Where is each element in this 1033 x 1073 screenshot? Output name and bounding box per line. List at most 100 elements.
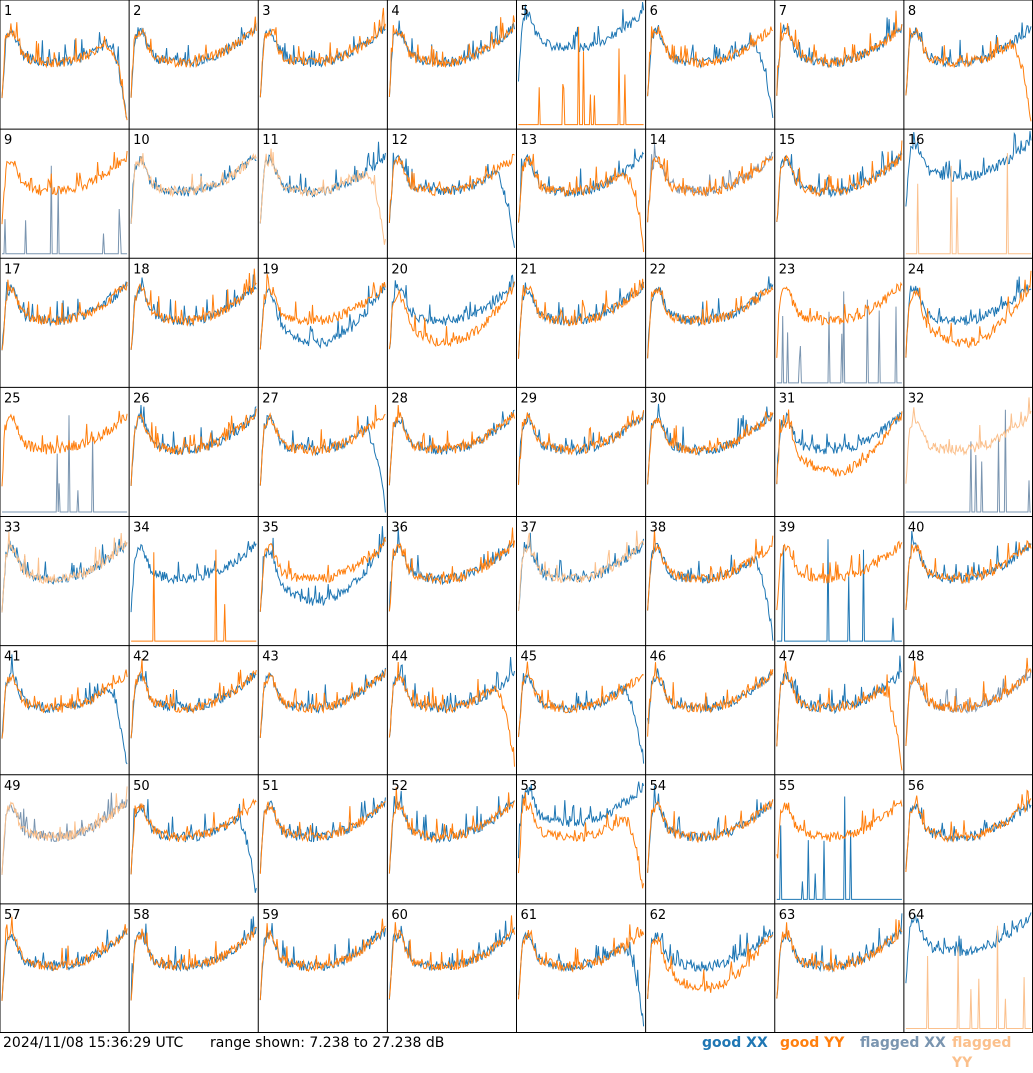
spectrum-line-yy [776,919,903,999]
spectrum-line-yy [259,148,386,245]
tile-number-label: 9 [4,133,12,148]
tile-number-label: 40 [908,521,925,536]
spectrum-line-xx [130,274,257,350]
spectrum-tile: 24 [905,262,1032,358]
spectrum-line-yy [905,270,1032,358]
spectrum-tile: 32 [905,391,1032,513]
spectrum-tile: 47 [776,650,903,771]
spectrum-line-yy [905,27,1032,122]
spectrum-line-yy [647,799,774,873]
tile-number-label: 38 [650,521,667,536]
spectrum-line-yy [130,926,257,1001]
spectrum-line-yy [905,539,1032,610]
spectrum-tile: 17 [1,262,128,351]
tile-number-label: 16 [908,133,925,148]
spectrum-line-yy [518,661,644,738]
spectrum-line-xx [130,671,257,739]
tile-number-label: 6 [650,4,658,19]
spectrum-tile: 11 [259,133,386,245]
spectrum-tile: 30 [647,391,774,485]
spectrum-line-yy [130,658,257,739]
spectrum-line-xx [776,291,902,384]
legend-flagged-xx: flagged XX [860,1035,946,1051]
spectrum-line-yy [130,16,257,98]
spectrum-tile: 59 [259,908,386,1001]
spectrum-line-xx [776,913,903,999]
spectrum-tile: 38 [647,521,774,641]
spectrum-line-xx [259,797,386,873]
spectrum-line-yy [776,409,903,485]
tile-number-label: 43 [262,650,279,665]
spectrum-line-xx [905,409,1031,513]
spectrum-line-xx [647,925,774,1000]
spectrum-tile: 28 [388,391,515,486]
tile-number-label: 5 [521,4,529,19]
spectrum-line-yy [905,657,1032,746]
spectra-grid: 1 2 3 4 5 6 7 8 9 10 11 12 13 14 15 16 17 18 19 20 21 22 23 24 2… [0,0,1033,1033]
spectrum-tile: 6 [647,4,774,118]
tile-number-label: 17 [4,262,21,277]
tile-number-label: 14 [650,133,667,148]
spectrum-tile: 53 [518,779,645,889]
footer: 2024/11/08 15:36:29 UTC range shown: 7.2… [0,1033,1033,1071]
tile-number-label: 24 [908,262,925,277]
spectrum-line-yy [518,26,644,126]
tile-number-label: 30 [650,391,667,406]
spectrum-tile: 4 [388,4,515,97]
spectrum-line-xx [259,25,386,98]
spectrum-line-xx [647,25,774,118]
tile-number-label: 47 [779,650,796,665]
tile-number-label: 48 [908,650,925,665]
spectrum-line-xx [388,152,515,248]
tile-number-label: 49 [4,779,21,794]
spectrum-line-yy [776,540,903,611]
spectrum-line-xx [1,654,128,765]
spectrum-line-xx [905,22,1032,96]
spectrum-line-yy [776,281,903,358]
range-text: range shown: 7.238 to 27.238 dB [210,1035,445,1051]
tile-number-label: 56 [908,779,925,794]
spectrum-tile: 20 [388,262,515,350]
spectrum-line-yy [388,281,515,350]
spectrum-tile: 16 [905,131,1032,255]
legend-good-yy: good YY [780,1035,845,1051]
tile-number-label: 64 [908,908,925,923]
spectrum-line-yy [1,410,128,487]
tile-number-label: 26 [133,391,150,406]
spectrum-tile: 48 [905,650,1032,747]
spectrum-tile: 12 [388,133,515,248]
spectrum-line-yy [1,279,128,351]
spectrum-line-xx [518,532,645,612]
spectrum-line-yy [647,411,774,485]
spectrum-line-yy [388,15,515,97]
timestamp: 2024/11/08 15:36:29 UTC [3,1035,184,1051]
spectrum-tile: 1 [1,4,128,121]
spectrum-line-xx [776,655,903,747]
tile-number-label: 34 [133,521,150,536]
spectrum-line-yy [259,537,386,612]
tile-number-label: 33 [4,521,21,536]
spectrum-line-xx [905,668,1032,747]
spectrum-line-xx [259,667,386,738]
tile-number-label: 50 [133,779,150,794]
spectrum-line-yy [905,152,1031,255]
tile-number-label: 23 [779,262,796,277]
spectrum-line-xx [388,274,515,350]
spectrum-line-yy [518,153,645,253]
tile-number-label: 39 [779,521,796,536]
spectrum-line-yy [518,278,645,359]
tile-number-label: 44 [391,650,408,665]
spectrum-tile: 15 [776,133,903,222]
spectrum-line-yy [647,155,774,223]
spectrum-tile: 45 [518,650,645,764]
spectrum-line-xx [388,656,515,738]
spectrum-line-yy [1,669,128,739]
tile-number-label: 45 [521,650,538,665]
spectrum-tile: 57 [1,908,128,1001]
spectrum-line-xx [259,526,386,612]
spectrum-line-xx [130,916,257,1001]
spectrum-tile: 10 [130,133,257,224]
spectrum-tile: 22 [647,262,774,359]
spectrum-line-yy [388,787,515,874]
tile-number-label: 57 [4,908,21,923]
